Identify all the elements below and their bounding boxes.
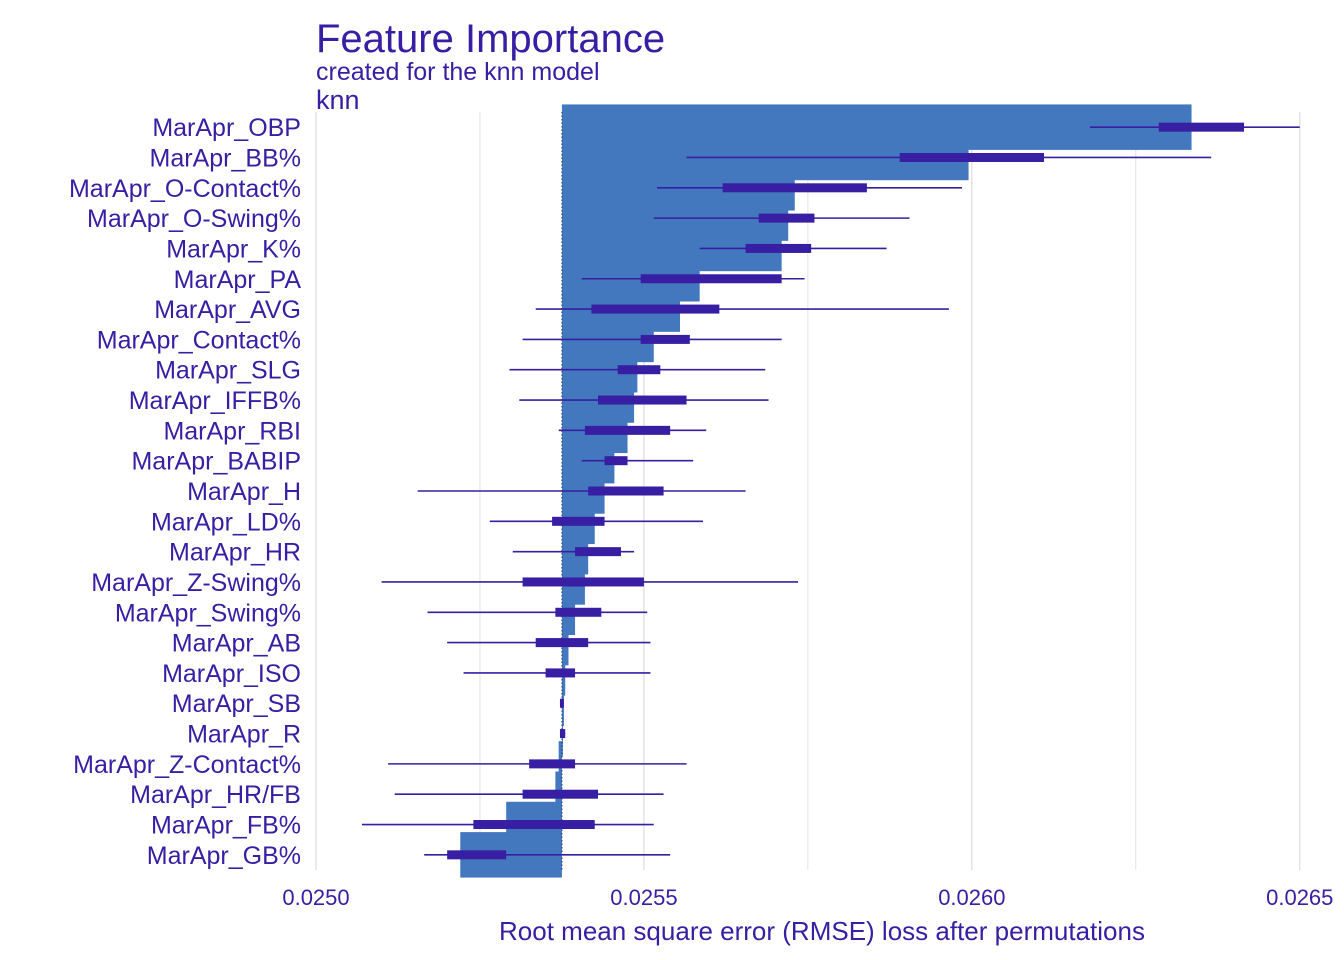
box-7 xyxy=(640,334,690,344)
feature-label-9: MarApr_IFFB% xyxy=(129,387,301,415)
boxplot-4 xyxy=(699,243,887,253)
box-21 xyxy=(529,759,576,769)
feature-label-20: MarApr_R xyxy=(187,721,301,749)
box-5 xyxy=(640,274,782,284)
box-15 xyxy=(522,577,644,587)
feature-label-14: MarApr_HR xyxy=(169,539,301,567)
box-10 xyxy=(584,425,671,435)
boxplot-19 xyxy=(559,698,564,708)
x-tick-label-2: 0.0260 xyxy=(938,885,1005,910)
box-23 xyxy=(473,820,595,830)
feature-label-6: MarApr_AVG xyxy=(154,296,301,324)
box-6 xyxy=(591,304,720,314)
box-1 xyxy=(899,152,1044,162)
feature-label-18: MarApr_ISO xyxy=(162,660,301,688)
boxplot-1 xyxy=(686,152,1212,162)
feature-label-13: MarApr_LD% xyxy=(151,508,301,536)
boxplot-16 xyxy=(427,607,648,617)
feature-label-12: MarApr_H xyxy=(187,478,301,506)
feature-label-1: MarApr_BB% xyxy=(150,144,301,172)
feature-label-4: MarApr_K% xyxy=(166,235,301,263)
box-11 xyxy=(604,456,628,466)
box-8 xyxy=(617,365,661,375)
boxplot-22 xyxy=(394,789,664,799)
feature-label-17: MarApr_AB xyxy=(172,630,301,658)
feature-label-11: MarApr_BABIP xyxy=(131,448,301,476)
x-tick-label-0: 0.0250 xyxy=(282,885,349,910)
box-12 xyxy=(588,486,664,496)
feature-label-8: MarApr_SLG xyxy=(155,357,301,385)
x-axis-ticks: 0.0250 0.0255 0.0260 0.0265 xyxy=(282,885,1333,910)
y-axis-labels: MarApr_OBPMarApr_BB%MarApr_O-Contact%Mar… xyxy=(69,114,301,870)
feature-label-10: MarApr_RBI xyxy=(163,417,301,445)
boxplot-11 xyxy=(581,456,694,466)
box-2 xyxy=(722,183,867,193)
boxplot-14 xyxy=(512,547,635,557)
x-tick-label-3: 0.0265 xyxy=(1266,885,1333,910)
box-19 xyxy=(559,698,564,708)
boxplot-13 xyxy=(489,516,703,526)
boxplot-3 xyxy=(653,213,910,223)
boxplot-2 xyxy=(657,183,963,193)
boxplot-0 xyxy=(1089,122,1300,132)
boxplot-21 xyxy=(388,759,687,769)
feature-label-2: MarApr_O-Contact% xyxy=(69,175,301,203)
boxplot-8 xyxy=(509,365,766,375)
box-18 xyxy=(545,668,576,678)
feature-label-21: MarApr_Z-Contact% xyxy=(73,751,301,779)
chart-subtitle: created for the knn model xyxy=(316,58,600,86)
box-24 xyxy=(447,850,507,860)
boxplot-5 xyxy=(581,274,805,284)
boxplot-15 xyxy=(381,577,799,587)
boxplot-10 xyxy=(558,425,707,435)
feature-label-24: MarApr_GB% xyxy=(147,842,301,870)
feature-label-0: MarApr_OBP xyxy=(152,114,301,142)
box-17 xyxy=(535,638,589,648)
boxplots xyxy=(361,122,1300,860)
boxplot-20 xyxy=(559,729,566,739)
boxplot-23 xyxy=(361,820,654,830)
chart-title: Feature Importance xyxy=(316,17,665,61)
box-9 xyxy=(598,395,687,405)
x-tick-label-1: 0.0255 xyxy=(610,885,677,910)
box-3 xyxy=(758,213,815,223)
boxplot-24 xyxy=(424,850,671,860)
box-13 xyxy=(552,516,605,526)
feature-label-23: MarApr_FB% xyxy=(151,812,301,840)
boxplot-7 xyxy=(522,334,782,344)
boxplot-9 xyxy=(519,395,769,405)
feature-label-7: MarApr_Contact% xyxy=(97,326,301,354)
box-4 xyxy=(745,243,812,253)
feature-label-3: MarApr_O-Swing% xyxy=(87,205,301,233)
facet-label: knn xyxy=(316,85,360,115)
boxplot-12 xyxy=(417,486,746,496)
box-14 xyxy=(575,547,621,557)
feature-label-15: MarApr_Z-Swing% xyxy=(91,569,301,597)
box-16 xyxy=(555,607,602,617)
boxplot-17 xyxy=(447,638,651,648)
box-0 xyxy=(1158,122,1245,132)
boxplot-6 xyxy=(535,304,949,314)
box-22 xyxy=(522,789,599,799)
boxplot-18 xyxy=(463,668,651,678)
feature-label-5: MarApr_PA xyxy=(174,266,302,294)
x-axis-label: Root mean square error (RMSE) loss after… xyxy=(499,916,1145,946)
feature-label-16: MarApr_Swing% xyxy=(115,599,301,627)
box-20 xyxy=(559,729,566,739)
feature-label-19: MarApr_SB xyxy=(172,690,301,718)
feature-label-22: MarApr_HR/FB xyxy=(130,781,301,809)
